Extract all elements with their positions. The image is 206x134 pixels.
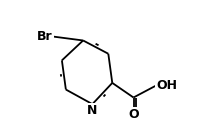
Text: O: O (128, 108, 139, 121)
Text: N: N (87, 104, 98, 117)
Text: Br: Br (37, 30, 53, 43)
Text: OH: OH (156, 79, 177, 92)
